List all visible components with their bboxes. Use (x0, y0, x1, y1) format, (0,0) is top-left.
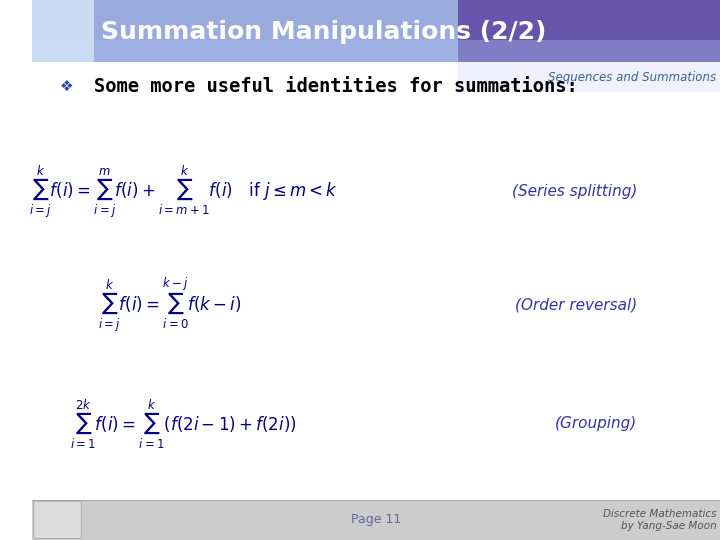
Text: $\sum_{i=1}^{2k} f(i) = \sum_{i=1}^{k} \left( f(2i-1) + f(2i) \right)$: $\sum_{i=1}^{2k} f(i) = \sum_{i=1}^{k} \… (70, 397, 297, 450)
Text: ❖: ❖ (59, 79, 73, 94)
Text: Sequences and Summations: Sequences and Summations (549, 71, 716, 84)
Text: (Grouping): (Grouping) (555, 416, 637, 431)
Text: $\sum_{i=j}^{k} f(i) = \sum_{i=0}^{k-j} f(k-i)$: $\sum_{i=j}^{k} f(i) = \sum_{i=0}^{k-j} … (98, 275, 241, 335)
Text: (Series splitting): (Series splitting) (512, 184, 637, 199)
FancyBboxPatch shape (32, 0, 459, 62)
Text: $\sum_{i=j}^{k} f(i) = \sum_{i=j}^{m} f(i) + \sum_{i=m+1}^{k} f(i)$$\quad \mathr: $\sum_{i=j}^{k} f(i) = \sum_{i=j}^{m} f(… (29, 164, 338, 220)
FancyBboxPatch shape (459, 0, 720, 62)
Text: Some more useful identities for summations:: Some more useful identities for summatio… (94, 77, 577, 96)
FancyBboxPatch shape (32, 500, 720, 540)
Text: Summation Manipulations (2/2): Summation Manipulations (2/2) (101, 21, 546, 44)
FancyBboxPatch shape (32, 40, 720, 62)
Text: Discrete Mathematics
by Yang-Sae Moon: Discrete Mathematics by Yang-Sae Moon (603, 509, 716, 530)
Text: (Order reversal): (Order reversal) (516, 298, 637, 313)
FancyBboxPatch shape (32, 0, 94, 62)
Text: Page 11: Page 11 (351, 513, 401, 526)
FancyBboxPatch shape (459, 62, 720, 92)
FancyBboxPatch shape (34, 501, 81, 538)
